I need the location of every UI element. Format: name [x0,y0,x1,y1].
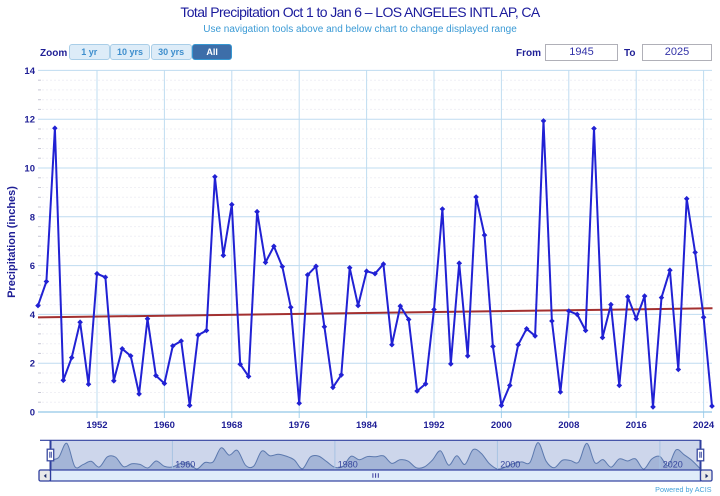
svg-text:12: 12 [24,115,35,126]
svg-text:Precipitation (inches): Precipitation (inches) [6,186,18,298]
svg-text:2000: 2000 [491,420,512,431]
svg-text:1960: 1960 [154,420,175,431]
svg-text:2000: 2000 [500,459,520,469]
svg-text:6: 6 [30,261,35,272]
svg-text:Powered by ACIS: Powered by ACIS [655,485,712,494]
svg-text:1960: 1960 [175,459,195,469]
svg-text:1952: 1952 [86,420,107,431]
svg-text:2016: 2016 [626,420,647,431]
svg-text:2008: 2008 [558,420,579,431]
svg-text:1980: 1980 [338,459,358,469]
svg-text:1992: 1992 [423,420,444,431]
svg-text:8: 8 [30,212,35,223]
svg-text:1984: 1984 [356,420,378,431]
svg-text:2024: 2024 [693,420,715,431]
svg-text:0: 0 [30,408,35,419]
svg-text:2020: 2020 [663,459,683,469]
svg-text:2: 2 [30,359,35,370]
svg-text:1968: 1968 [221,420,242,431]
svg-text:1976: 1976 [289,420,310,431]
svg-text:14: 14 [24,66,35,77]
svg-text:4: 4 [30,310,36,321]
svg-text:10: 10 [24,164,35,175]
